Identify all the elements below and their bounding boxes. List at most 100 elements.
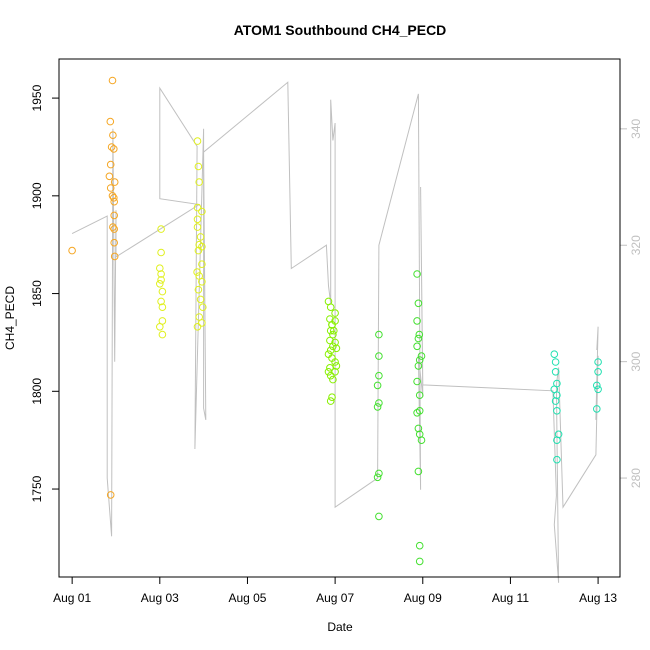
- x-tick-label: Aug 03: [141, 591, 179, 605]
- y-tick-label: 1950: [30, 84, 44, 111]
- data-point: [331, 309, 339, 317]
- data-point: [193, 137, 202, 145]
- data-point: [198, 278, 206, 286]
- data-point: [157, 248, 165, 257]
- data-point: [326, 346, 335, 355]
- data-point: [195, 178, 203, 186]
- data-point: [158, 303, 167, 312]
- data-point: [417, 352, 426, 360]
- data-point: [594, 385, 602, 394]
- series-group: [373, 270, 426, 566]
- data-point: [193, 215, 202, 224]
- data-point: [106, 184, 115, 192]
- data-point: [194, 285, 203, 294]
- y-tick-label: 1850: [30, 280, 44, 307]
- data-point: [108, 76, 117, 85]
- data-point: [158, 330, 167, 339]
- data-point: [329, 330, 337, 339]
- data-point: [414, 467, 423, 476]
- data-point: [414, 334, 423, 343]
- data-point: [375, 371, 383, 380]
- x-tick-label: Aug 13: [579, 591, 617, 605]
- data-point: [193, 323, 202, 331]
- data-point: [550, 350, 559, 359]
- data-point: [109, 131, 117, 139]
- data-point: [413, 377, 421, 386]
- data-point: [415, 407, 424, 415]
- data-point: [193, 268, 201, 276]
- y-tick-label: 1800: [30, 378, 44, 405]
- data-point: [413, 342, 421, 351]
- data-point: [553, 436, 561, 445]
- y-tick-label: 1750: [30, 475, 44, 502]
- data-point: [414, 362, 423, 370]
- data-point: [110, 238, 118, 247]
- y2-tick-label: 320: [629, 235, 643, 255]
- data-point: [324, 368, 333, 376]
- data-point: [594, 368, 602, 376]
- data-point: [373, 381, 382, 390]
- data-point: [324, 350, 333, 359]
- data-point: [106, 117, 115, 126]
- x-tick-label: Aug 09: [404, 591, 442, 605]
- data-point: [156, 280, 164, 288]
- data-point: [375, 469, 383, 478]
- data-point: [110, 194, 118, 202]
- data-point: [551, 358, 560, 366]
- data-point: [193, 223, 202, 231]
- data-point: [373, 403, 382, 411]
- data-point: [593, 405, 601, 413]
- data-point: [106, 160, 115, 169]
- data-point: [413, 270, 421, 278]
- data-point: [157, 276, 165, 284]
- data-point: [157, 270, 165, 278]
- data-point: [326, 371, 335, 380]
- data-point: [551, 368, 560, 376]
- data-point: [193, 203, 202, 212]
- data-point: [375, 399, 383, 407]
- x-tick-label: Aug 01: [53, 591, 91, 605]
- data-point: [594, 358, 602, 366]
- data-point: [110, 145, 118, 153]
- data-point: [375, 512, 383, 521]
- data-point: [158, 287, 167, 296]
- data-point: [196, 233, 205, 241]
- data-point: [68, 246, 76, 255]
- data-point: [199, 303, 207, 312]
- y2-tick-label: 340: [629, 119, 643, 139]
- data-point: [415, 557, 424, 566]
- data-point: [375, 330, 383, 339]
- data-point: [157, 225, 165, 233]
- series-group: [324, 297, 341, 405]
- data-point: [326, 364, 334, 372]
- plot-frame: [58, 58, 621, 578]
- x-tick-label: Aug 07: [316, 591, 354, 605]
- data-point: [417, 436, 426, 445]
- data-point: [106, 491, 115, 499]
- chart-title: ATOM1 Southbound CH4_PECD: [234, 22, 447, 38]
- data-point: [110, 225, 118, 233]
- data-point: [329, 375, 337, 384]
- x-tick-label: Aug 11: [492, 591, 529, 605]
- series-group: [156, 137, 207, 339]
- data-point: [593, 381, 601, 390]
- data-point: [551, 397, 560, 405]
- data-point: [329, 342, 337, 351]
- data-point: [196, 295, 205, 304]
- data-point: [373, 473, 382, 482]
- data-point: [326, 303, 335, 312]
- y-axis-label: CH4_PECD: [3, 286, 17, 350]
- x-axis-label: Date: [327, 620, 353, 634]
- data-point: [553, 455, 561, 464]
- data-point: [198, 319, 206, 327]
- y-tick-label: 1900: [30, 182, 44, 209]
- data-point: [330, 326, 338, 335]
- data-point: [156, 323, 164, 331]
- data-point: [326, 397, 335, 405]
- data-point: [110, 197, 118, 206]
- data-point: [415, 330, 424, 339]
- data-point: [415, 391, 424, 400]
- data-point: [414, 299, 423, 308]
- data-point: [110, 252, 119, 261]
